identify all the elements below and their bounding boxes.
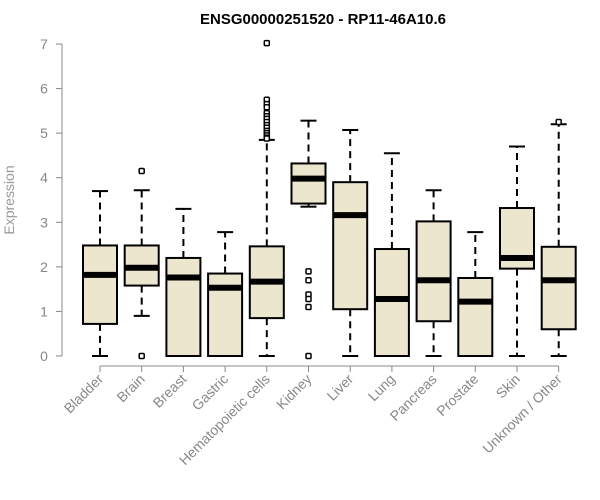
box-iqr (332, 181, 369, 311)
outlier-point (138, 352, 145, 360)
x-tick-label: Lung (365, 371, 398, 404)
box-prostate (457, 231, 494, 357)
box-liver (332, 129, 369, 357)
outlier-point (555, 118, 562, 126)
box-skin (499, 145, 535, 357)
box-hematopoietic-cells (248, 39, 285, 357)
box-unknown-other (540, 118, 577, 357)
y-tick-label: 7 (40, 36, 48, 52)
box-iqr (82, 244, 118, 325)
outlier-point (263, 39, 271, 47)
outlier-point (305, 303, 312, 311)
y-tick-label: 5 (40, 125, 48, 141)
y-tick-label: 3 (40, 214, 48, 230)
chart-title: ENSG00000251520 - RP11-46A10.6 (200, 11, 446, 28)
box-breast (165, 207, 202, 358)
x-tick-label: Skin (493, 371, 524, 402)
outlier-point (305, 295, 312, 303)
boxes-group (82, 39, 577, 360)
box-iqr (373, 248, 410, 357)
box-iqr (540, 245, 577, 331)
outlier-point (138, 167, 145, 175)
x-tick-label: Kidney (273, 371, 315, 413)
y-tick-label: 1 (40, 303, 48, 319)
outlier-point (263, 104, 271, 111)
x-tick-label: Breast (150, 371, 190, 411)
y-tick-label: 2 (40, 259, 48, 275)
x-tick-label: Bladder (61, 371, 107, 417)
box-brain (123, 167, 160, 360)
x-tick-label: Liver (324, 371, 357, 404)
box-pancreas (415, 189, 452, 357)
outlier-point (305, 268, 312, 275)
x-tick-label: Prostate (433, 371, 481, 419)
box-gastric (207, 231, 244, 357)
box-iqr (290, 162, 327, 205)
x-tick-label: Brain (113, 371, 147, 405)
y-tick-label: 6 (40, 81, 48, 97)
outlier-point (263, 135, 271, 142)
y-axis-label: Expression (1, 165, 17, 234)
outlier-point (305, 352, 312, 360)
box-iqr (415, 220, 452, 323)
outlier-point (305, 276, 312, 284)
y-axis: 0 1 2 3 4 5 6 7 (40, 36, 63, 364)
box-lung (373, 152, 410, 357)
box-iqr (165, 256, 202, 358)
y-tick-label: 4 (40, 170, 48, 186)
box-iqr (457, 277, 494, 357)
box-kidney (290, 119, 327, 360)
box-bladder (82, 190, 118, 357)
y-tick-label: 0 (40, 348, 48, 364)
x-tick-label: Unknown / Other (479, 371, 565, 457)
